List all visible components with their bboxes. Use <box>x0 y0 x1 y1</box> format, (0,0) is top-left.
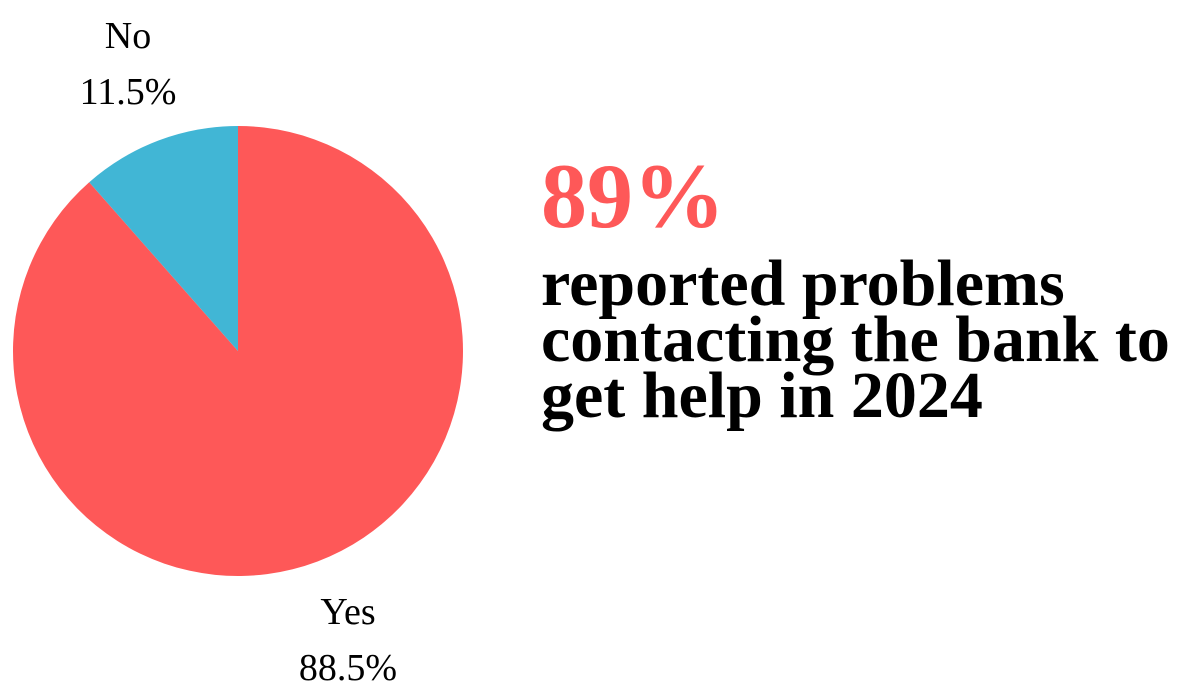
slice-label-no: No <box>105 15 151 57</box>
pie-chart: Yes 88.5% No 11.5% <box>0 0 520 684</box>
slice-value-yes: 88.5% <box>299 647 397 684</box>
pie-slices <box>13 126 463 576</box>
slice-value-no: 11.5% <box>80 71 177 113</box>
headline-statement: reported problems contacting the bank to… <box>541 256 1176 424</box>
slice-label-yes: Yes <box>320 591 375 633</box>
headline-block: 89% reported problems contacting the ban… <box>541 148 1181 424</box>
headline-stat: 89% <box>541 148 1181 244</box>
pie-slice-yes <box>13 126 463 576</box>
